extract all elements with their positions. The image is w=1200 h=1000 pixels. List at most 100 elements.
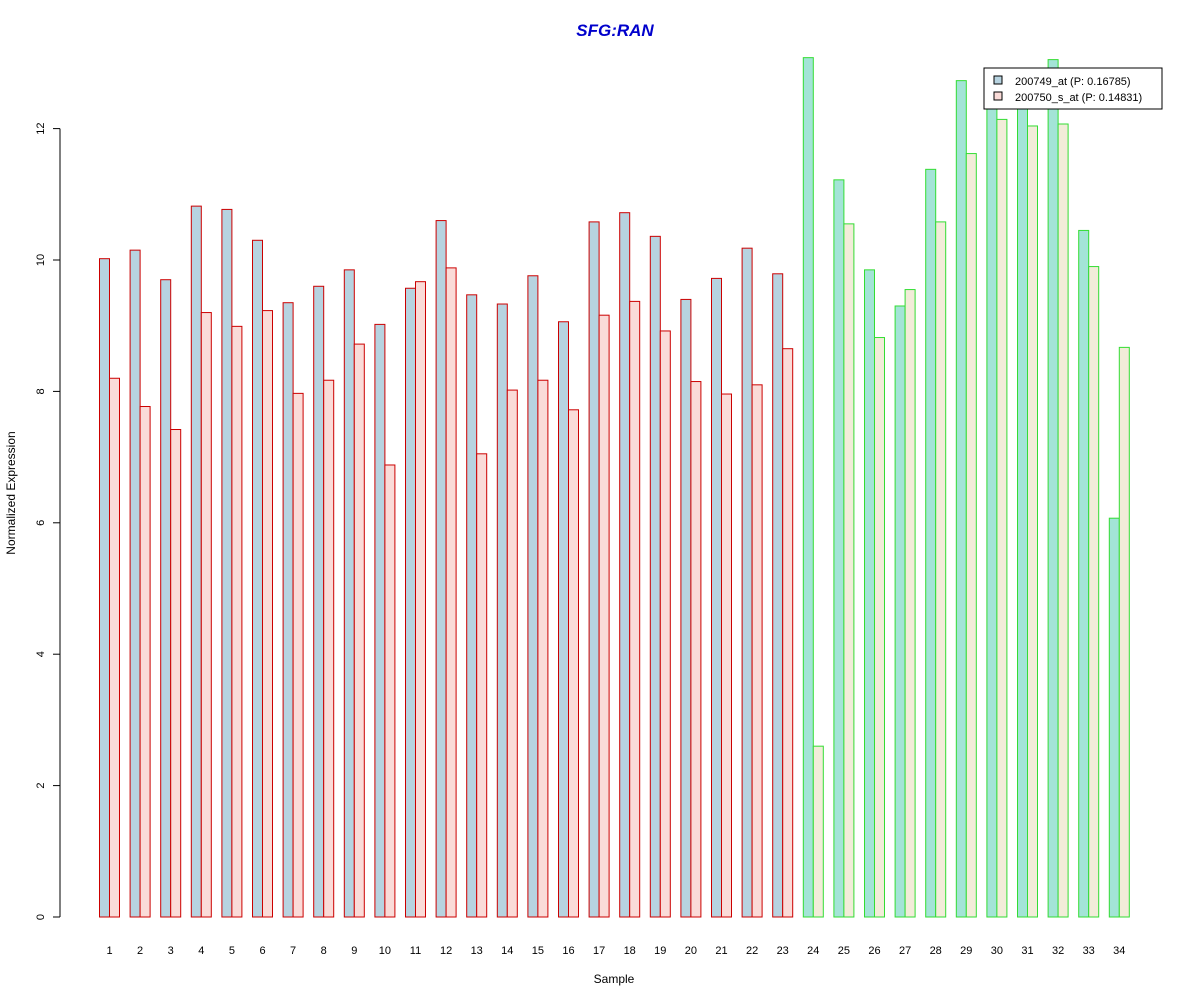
y-tick-label: 8 — [35, 388, 47, 394]
bar-200750-sample-5 — [231, 325, 243, 918]
bars-group — [99, 57, 1130, 918]
x-axis-label: Sample — [594, 972, 635, 986]
x-tick-label-33: 33 — [1083, 945, 1095, 957]
bar-200749-sample-1 — [99, 258, 110, 918]
x-tick-label-20: 20 — [685, 945, 697, 957]
x-tick-label-15: 15 — [532, 945, 544, 957]
x-tick-label-12: 12 — [440, 945, 452, 957]
bar-200749-sample-18 — [619, 212, 631, 918]
x-tick-label-16: 16 — [562, 945, 574, 957]
bar-200749-sample-24 — [802, 57, 814, 918]
x-tick-label-22: 22 — [746, 945, 758, 957]
x-tick-label-10: 10 — [379, 945, 391, 957]
bar-200750-sample-7 — [292, 392, 304, 918]
bar-200749-sample-20 — [680, 298, 692, 918]
bar-200749-sample-21 — [711, 277, 722, 918]
bar-200750-sample-27 — [904, 289, 916, 918]
bar-200750-sample-15 — [537, 379, 549, 918]
chart-title: SFG:RAN — [576, 21, 654, 40]
legend-label-series-2: 200750_s_at (P: 0.14831) — [1015, 92, 1142, 104]
bar-200750-sample-10 — [384, 464, 396, 918]
bar-200749-sample-29 — [955, 80, 967, 918]
bar-200749-sample-8 — [313, 285, 325, 918]
y-tick-label: 6 — [35, 520, 47, 526]
x-tick-label-13: 13 — [471, 945, 483, 957]
bar-200749-sample-16 — [558, 321, 569, 918]
y-axis-label: Normalized Expression — [4, 431, 18, 554]
x-tick-label-25: 25 — [838, 945, 850, 957]
legend-swatch-series-1 — [993, 75, 1003, 85]
x-tick-label-26: 26 — [868, 945, 880, 957]
bar-200750-sample-8 — [323, 379, 335, 918]
bar-200750-sample-6 — [262, 310, 273, 918]
bar-200750-sample-11 — [415, 281, 426, 918]
bar-200749-sample-14 — [496, 303, 508, 918]
bar-200750-sample-20 — [690, 381, 702, 918]
x-tick-label-9: 9 — [351, 945, 357, 957]
x-tick-label-30: 30 — [991, 945, 1003, 957]
x-tick-label-2: 2 — [137, 945, 143, 957]
bar-200749-sample-32 — [1047, 59, 1059, 918]
bar-200750-sample-23 — [782, 348, 794, 918]
legend-swatch-series-2 — [993, 91, 1003, 101]
bar-200749-sample-11 — [405, 287, 416, 918]
x-tick-label-1: 1 — [106, 945, 112, 957]
x-tick-label-29: 29 — [960, 945, 972, 957]
bar-200750-sample-21 — [721, 393, 732, 918]
bar-200750-sample-18 — [629, 300, 641, 918]
bar-200750-sample-13 — [476, 453, 488, 918]
x-tick-label-27: 27 — [899, 945, 911, 957]
bar-200750-sample-31 — [1027, 125, 1038, 918]
bar-200749-sample-17 — [588, 221, 600, 918]
bar-200750-sample-28 — [935, 221, 947, 918]
y-tick-label: 10 — [35, 254, 47, 266]
bar-200749-sample-13 — [466, 294, 478, 918]
bar-200749-sample-25 — [833, 179, 845, 918]
bar-200750-sample-26 — [874, 337, 885, 918]
bar-200750-sample-1 — [109, 377, 120, 918]
x-tick-label-17: 17 — [593, 945, 605, 957]
x-tick-label-11: 11 — [410, 945, 421, 957]
bar-200749-sample-4 — [190, 205, 202, 918]
x-tick-label-14: 14 — [501, 945, 513, 957]
bar-200750-sample-30 — [996, 118, 1008, 918]
x-tick-label-19: 19 — [654, 945, 666, 957]
x-tick-label-4: 4 — [198, 945, 204, 957]
bar-200750-sample-17 — [598, 314, 610, 918]
legend: 200749_at (P: 0.16785) 200750_s_at (P: 0… — [983, 67, 1163, 110]
x-tick-label-7: 7 — [290, 945, 296, 957]
bar-200749-sample-9 — [343, 269, 355, 918]
bar-200749-sample-7 — [282, 302, 294, 918]
x-tick-label-3: 3 — [168, 945, 174, 957]
bar-200749-sample-12 — [435, 220, 447, 918]
x-tick-label-32: 32 — [1052, 945, 1064, 957]
y-tick-label: 4 — [35, 651, 47, 657]
bar-200750-sample-25 — [843, 223, 855, 918]
bar-200750-sample-4 — [200, 312, 212, 918]
x-tick-label-21: 21 — [715, 945, 727, 957]
bar-200749-sample-5 — [221, 208, 233, 918]
bar-200750-sample-3 — [170, 429, 182, 918]
x-tick-label-23: 23 — [777, 945, 789, 957]
legend-box — [983, 67, 1163, 110]
x-tick-label-34: 34 — [1113, 945, 1125, 957]
bar-200749-sample-19 — [649, 235, 661, 918]
y-tick-label: 12 — [35, 122, 47, 134]
y-tick-label: 2 — [35, 783, 47, 789]
bar-200749-sample-27 — [894, 305, 906, 918]
bar-200750-sample-33 — [1088, 266, 1100, 918]
y-axis: 0 2 4 6 8 10 12 — [35, 122, 61, 920]
bar-200749-sample-26 — [864, 269, 875, 918]
legend-label-series-1: 200749_at (P: 0.16785) — [1015, 76, 1131, 88]
x-tick-labels: 1 2 3 4 5 6 7 8 9 10 11 12 13 14 15 16 17 18 19 20 21 22 23 24 2… — [106, 945, 1125, 957]
bar-200749-sample-28 — [925, 168, 937, 918]
bar-200750-sample-32 — [1057, 123, 1069, 918]
bar-200749-sample-23 — [772, 273, 784, 918]
bar-200749-sample-22 — [741, 247, 753, 918]
bar-200749-sample-6 — [252, 239, 263, 918]
bar-200749-sample-15 — [527, 275, 539, 918]
bar-200750-sample-9 — [353, 343, 365, 918]
x-tick-label-8: 8 — [321, 945, 327, 957]
bar-200750-sample-14 — [506, 389, 518, 918]
